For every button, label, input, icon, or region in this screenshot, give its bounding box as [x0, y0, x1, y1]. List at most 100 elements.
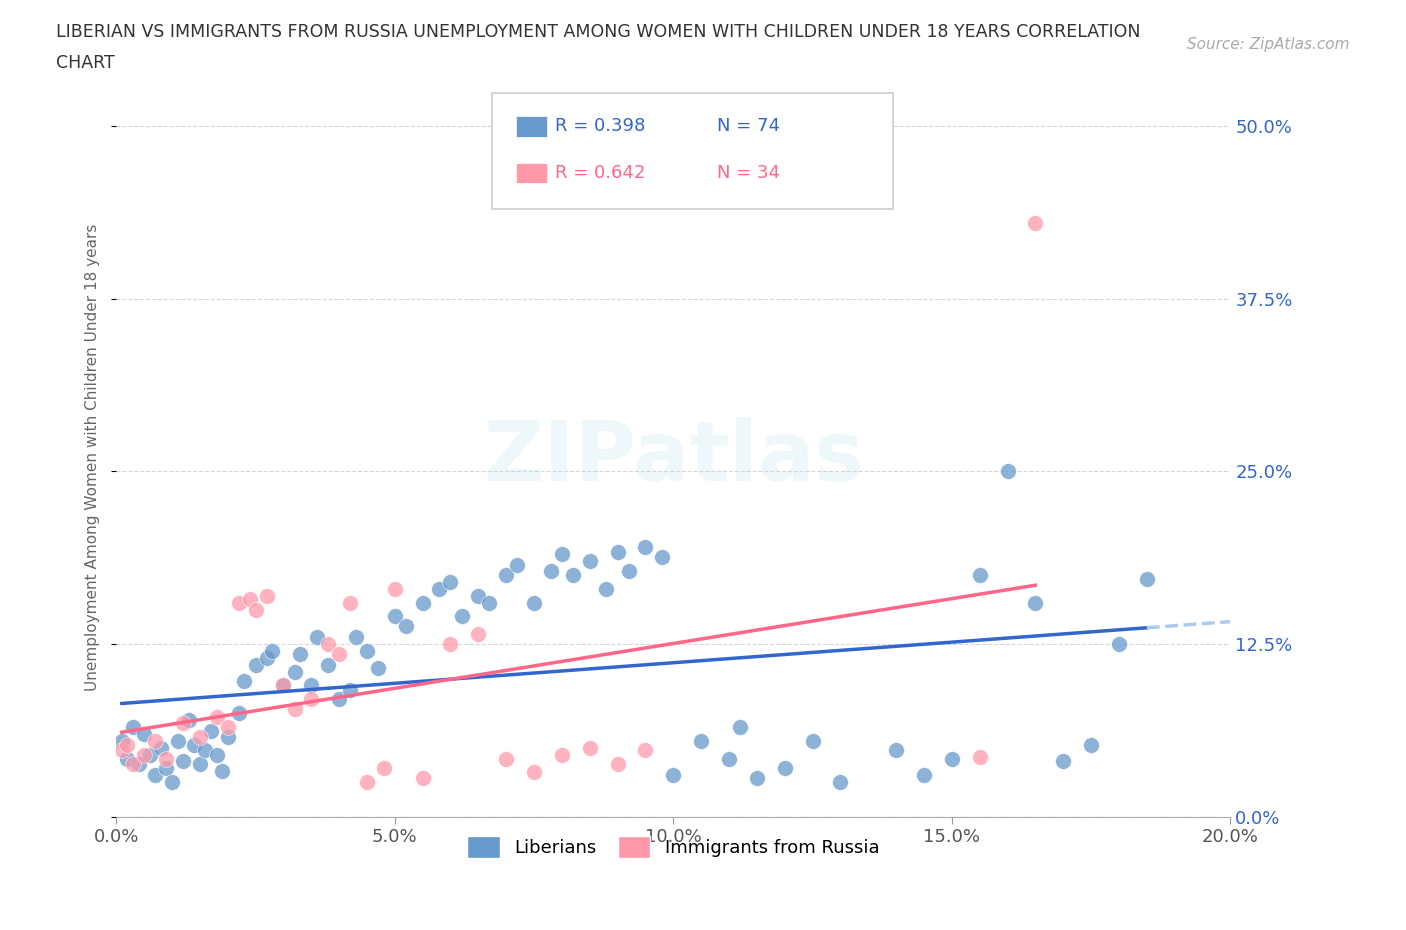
Point	[134, 726, 156, 741]
Point	[143, 733, 166, 748]
Point	[412, 771, 434, 786]
Point	[143, 768, 166, 783]
Point	[773, 761, 796, 776]
Point	[523, 595, 546, 610]
Point	[728, 720, 751, 735]
Point	[149, 740, 172, 755]
Point	[506, 558, 529, 573]
Point	[634, 540, 657, 555]
Point	[1136, 572, 1159, 587]
Point	[316, 637, 339, 652]
Point	[288, 646, 311, 661]
Point	[245, 602, 267, 617]
Point	[467, 627, 489, 642]
Point	[427, 581, 450, 596]
Point	[328, 646, 350, 661]
Point	[160, 775, 183, 790]
Point	[495, 567, 517, 582]
Point	[1108, 637, 1130, 652]
Point	[283, 701, 305, 716]
Point	[969, 750, 991, 764]
Point	[495, 751, 517, 766]
Point	[356, 775, 378, 790]
Point	[1024, 216, 1046, 231]
Text: LIBERIAN VS IMMIGRANTS FROM RUSSIA UNEMPLOYMENT AMONG WOMEN WITH CHILDREN UNDER : LIBERIAN VS IMMIGRANTS FROM RUSSIA UNEMP…	[56, 23, 1140, 41]
Point	[299, 678, 322, 693]
Point	[111, 733, 134, 748]
Point	[339, 595, 361, 610]
Point	[138, 747, 160, 762]
Point	[183, 737, 205, 752]
Point	[1024, 595, 1046, 610]
Point	[467, 589, 489, 604]
Point	[395, 618, 418, 633]
Y-axis label: Unemployment Among Women with Children Under 18 years: Unemployment Among Women with Children U…	[86, 224, 100, 691]
Point	[283, 664, 305, 679]
Point	[117, 737, 139, 752]
Point	[384, 581, 406, 596]
Point	[1080, 737, 1102, 752]
Point	[256, 650, 278, 665]
Text: N = 34: N = 34	[717, 164, 780, 182]
Point	[997, 464, 1019, 479]
Point	[155, 751, 177, 766]
Point	[239, 591, 262, 606]
Point	[177, 712, 200, 727]
Point	[339, 683, 361, 698]
Text: N = 74: N = 74	[717, 117, 780, 136]
Point	[651, 550, 673, 565]
Point	[111, 743, 134, 758]
Point	[450, 609, 472, 624]
Point	[228, 706, 250, 721]
Point	[578, 740, 600, 755]
Point	[662, 768, 685, 783]
Point	[412, 595, 434, 610]
Point	[155, 761, 177, 776]
Point	[117, 751, 139, 766]
Text: CHART: CHART	[56, 54, 115, 72]
Point	[551, 747, 574, 762]
Point	[523, 765, 546, 780]
Point	[367, 660, 389, 675]
Text: R = 0.642: R = 0.642	[555, 164, 645, 182]
Point	[194, 743, 217, 758]
Point	[262, 644, 284, 658]
Text: Source: ZipAtlas.com: Source: ZipAtlas.com	[1187, 37, 1350, 52]
Point	[884, 743, 907, 758]
Point	[188, 757, 211, 772]
Point	[328, 692, 350, 707]
Point	[578, 553, 600, 568]
Point	[122, 720, 145, 735]
Point	[617, 564, 640, 578]
Point	[606, 757, 628, 772]
Point	[690, 733, 713, 748]
Point	[595, 581, 617, 596]
Point	[356, 644, 378, 658]
Point	[256, 589, 278, 604]
Point	[233, 674, 256, 689]
Point	[384, 609, 406, 624]
Point	[745, 771, 768, 786]
Point	[969, 567, 991, 582]
Point	[373, 761, 395, 776]
Point	[166, 733, 188, 748]
Point	[217, 729, 239, 744]
Point	[299, 692, 322, 707]
Point	[439, 637, 461, 652]
Point	[134, 747, 156, 762]
Point	[718, 751, 741, 766]
Point	[245, 658, 267, 672]
Point	[172, 754, 194, 769]
Point	[634, 743, 657, 758]
Point	[305, 630, 328, 644]
Point	[205, 710, 228, 724]
Legend: Liberians, Immigrants from Russia: Liberians, Immigrants from Russia	[457, 825, 890, 869]
Point	[540, 564, 562, 578]
Point	[344, 630, 367, 644]
Point	[128, 757, 150, 772]
Text: R = 0.398: R = 0.398	[555, 117, 645, 136]
Point	[562, 567, 585, 582]
Point	[830, 775, 852, 790]
Point	[122, 757, 145, 772]
Point	[606, 544, 628, 559]
